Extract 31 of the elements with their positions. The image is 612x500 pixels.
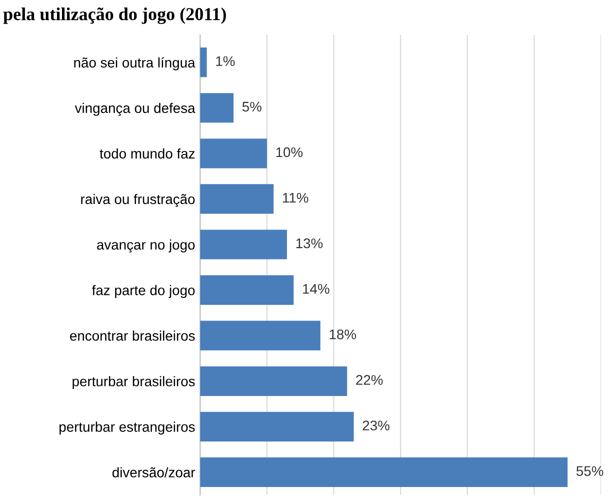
- bar: [200, 138, 267, 168]
- y-tick-label: perturbar brasileiros: [72, 376, 195, 390]
- data-label: 10%: [276, 147, 303, 158]
- data-label: 23%: [362, 420, 390, 430]
- data-label: 1%: [216, 56, 235, 66]
- data-label: 13%: [296, 238, 323, 248]
- bar: [200, 93, 234, 123]
- bar: [200, 457, 568, 488]
- bar: [200, 366, 348, 396]
- bar: [200, 48, 207, 78]
- y-tick-label: perturbar estrangeiros: [60, 422, 195, 435]
- data-label: 55%: [576, 466, 604, 476]
- bar: [200, 320, 320, 350]
- y-tick-label: encontrar brasileiros: [70, 330, 195, 341]
- data-label: 14%: [303, 284, 330, 294]
- y-tick-label: raiva ou frustração: [81, 194, 195, 207]
- y-tick-label: diversão/zoar: [112, 467, 196, 478]
- bar: [200, 184, 274, 214]
- bar: [200, 412, 354, 442]
- data-label: 18%: [330, 329, 356, 340]
- y-tick-label: não sei outra língua: [74, 57, 196, 70]
- y-tick-label: avançar no jogo: [97, 239, 195, 252]
- bar: [200, 230, 287, 260]
- y-tick-label: todo mundo faz: [100, 148, 195, 159]
- bar: [200, 275, 294, 305]
- data-label: 11%: [283, 192, 308, 203]
- y-tick-label: faz parte do jogo: [92, 285, 195, 298]
- chart-title: pela utilização do jogo (2011): [3, 8, 226, 24]
- y-tick-label: vingança ou defesa: [74, 102, 196, 116]
- data-label: 22%: [356, 375, 383, 385]
- data-label: 5%: [242, 102, 262, 112]
